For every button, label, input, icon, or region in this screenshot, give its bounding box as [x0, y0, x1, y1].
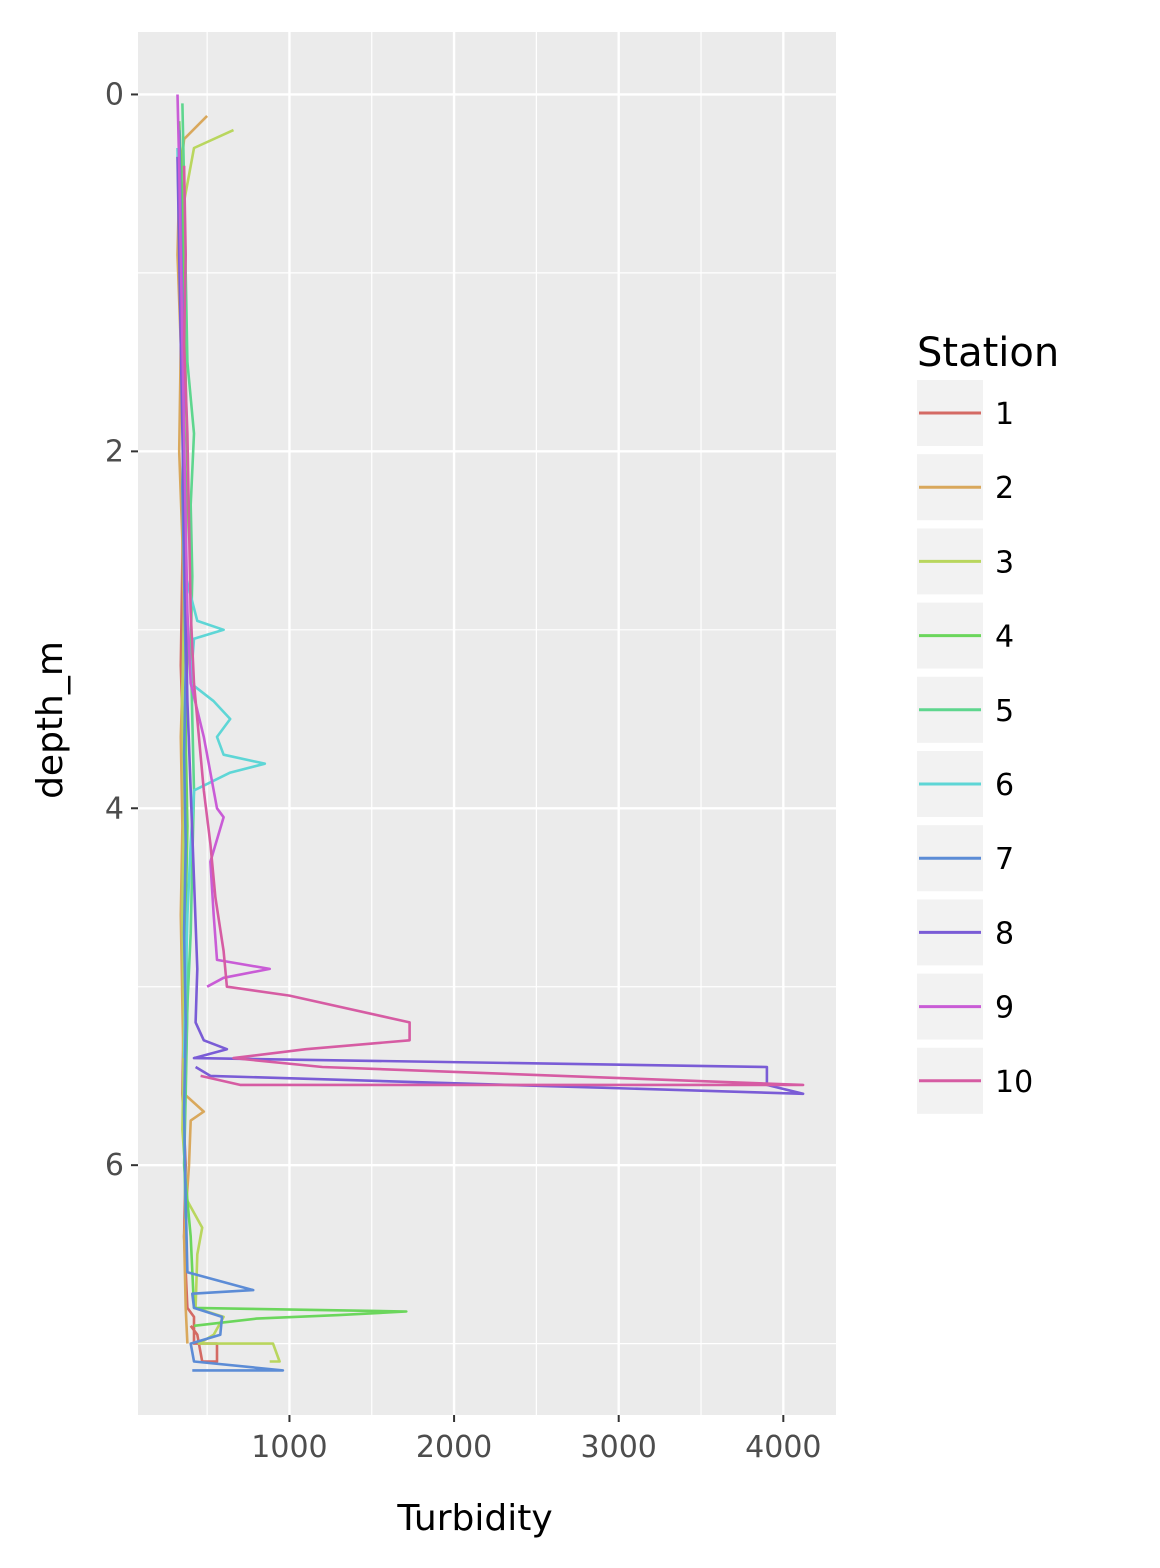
legend-label: 4 — [995, 620, 1014, 655]
legend-label: 5 — [995, 694, 1014, 729]
legend-item-station-1: 1 — [917, 380, 1014, 446]
legend-label: 6 — [995, 768, 1014, 803]
y-tick-label: 2 — [105, 434, 124, 469]
series-line-station-10 — [182, 165, 805, 1087]
grid-major — [138, 32, 836, 1415]
legend-title: Station — [917, 330, 1059, 376]
x-tick-label: 4000 — [745, 1430, 821, 1465]
legend-item-station-7: 7 — [917, 825, 1014, 892]
legend-item-station-2: 2 — [917, 454, 1014, 521]
legend-item-station-6: 6 — [917, 751, 1014, 817]
plot-panel — [138, 32, 836, 1415]
legend-item-station-4: 4 — [917, 602, 1014, 669]
legend-item-station-9: 9 — [917, 973, 1014, 1040]
x-tick-label: 3000 — [581, 1430, 657, 1465]
legend-item-station-3: 3 — [917, 528, 1014, 595]
x-axis: 1000 2000 3000 4000 — [251, 1415, 822, 1465]
legend-label: 2 — [995, 471, 1014, 506]
legend-label: 10 — [995, 1065, 1033, 1100]
y-tick-label: 6 — [105, 1148, 124, 1183]
x-tick-label: 1000 — [251, 1430, 327, 1465]
series-line-station-2 — [176, 114, 209, 1344]
legend: Station 1 2 3 4 5 6 7 8 9 10 — [917, 330, 1059, 1114]
x-tick-label: 2000 — [416, 1430, 492, 1465]
series-lines — [176, 94, 805, 1372]
legend-label: 9 — [995, 991, 1014, 1026]
x-axis-title: Turbidity — [396, 1498, 552, 1539]
legend-label: 8 — [995, 916, 1014, 951]
legend-item-station-5: 5 — [917, 676, 1014, 743]
y-tick-label: 0 — [105, 77, 124, 112]
legend-item-station-10: 10 — [917, 1047, 1033, 1114]
legend-label: 3 — [995, 545, 1014, 580]
y-axis: 0 2 4 6 — [105, 77, 138, 1183]
legend-items: 1 2 3 4 5 6 7 8 9 10 — [917, 380, 1033, 1114]
legend-item-station-8: 8 — [917, 899, 1014, 966]
legend-label: 1 — [995, 397, 1014, 432]
y-tick-label: 4 — [105, 791, 124, 826]
legend-label: 7 — [995, 842, 1014, 877]
y-axis-title: depth_m — [30, 641, 71, 799]
